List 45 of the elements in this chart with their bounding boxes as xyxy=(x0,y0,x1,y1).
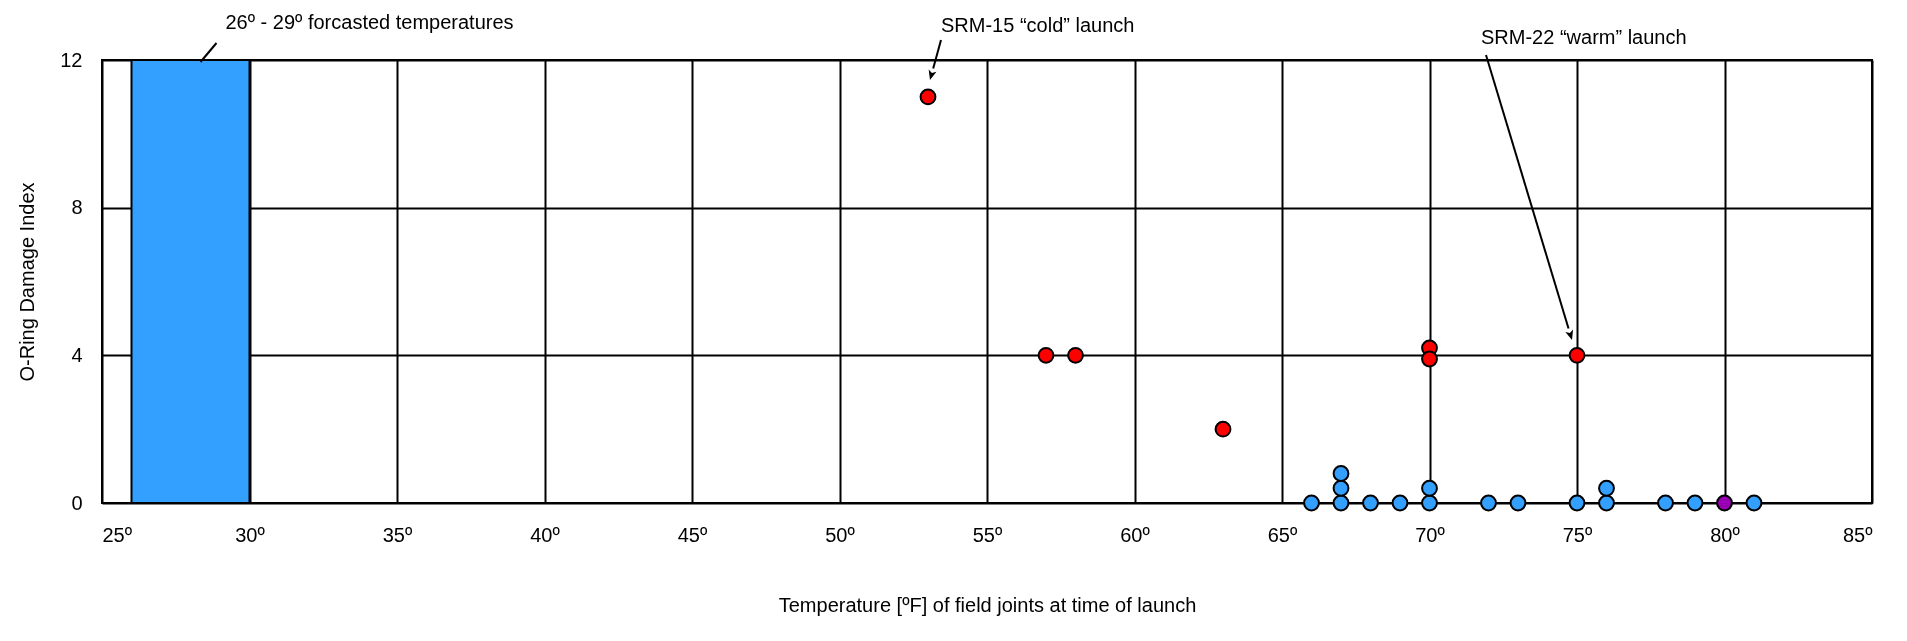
point xyxy=(1332,465,1350,482)
point xyxy=(1568,346,1586,364)
x-tick-label: 55º xyxy=(972,523,1003,546)
point xyxy=(1716,494,1733,512)
y-axis-title: O-Ring Damage Index xyxy=(16,182,39,382)
x-tick-label: 75º xyxy=(1562,523,1593,546)
band-label: 26º - 29º forcasted temperatures xyxy=(225,11,514,33)
text: SRM-22 “warm” launch xyxy=(1481,26,1687,48)
point xyxy=(1067,346,1084,364)
point xyxy=(1598,479,1615,497)
x-tick-label: 35º xyxy=(382,523,413,546)
point xyxy=(1480,494,1497,512)
y-tick-label: 4 xyxy=(71,343,83,366)
x-tick-label: 80º xyxy=(1710,523,1741,546)
x-tick-label: 85º xyxy=(1842,523,1874,546)
x-tick-label: 30º xyxy=(235,523,266,546)
point xyxy=(1391,494,1409,512)
point xyxy=(1657,494,1674,512)
point xyxy=(1037,346,1055,364)
x-tick-label: 50º xyxy=(825,523,856,546)
point xyxy=(1568,494,1586,512)
x-tick-label: 65º xyxy=(1267,523,1298,546)
point xyxy=(1421,479,1438,497)
y-tick-label: 8 xyxy=(71,196,83,219)
point xyxy=(1421,494,1438,512)
point xyxy=(1421,350,1438,368)
x-tick-label: 40º xyxy=(530,523,561,546)
x-tick-label: 60º xyxy=(1120,523,1151,546)
point xyxy=(1598,494,1615,512)
point xyxy=(919,88,937,106)
point xyxy=(1214,420,1232,438)
point xyxy=(1686,494,1704,512)
x-tick-label: 25º xyxy=(102,523,133,546)
point xyxy=(1362,494,1379,512)
point xyxy=(1303,494,1320,512)
x-tick-label: 70º xyxy=(1415,523,1446,546)
x-tick-label: 45º xyxy=(677,523,708,546)
x-axis-title: Temperature [ºF] of field joints at time of launch xyxy=(778,593,1197,616)
point xyxy=(1332,494,1350,512)
point xyxy=(1745,494,1763,512)
point xyxy=(1509,494,1527,512)
y-tick-label: 12 xyxy=(60,48,83,71)
y-tick-label: 0 xyxy=(71,491,83,514)
point xyxy=(1332,479,1350,497)
text: SRM-15 “cold” launch xyxy=(941,14,1135,36)
